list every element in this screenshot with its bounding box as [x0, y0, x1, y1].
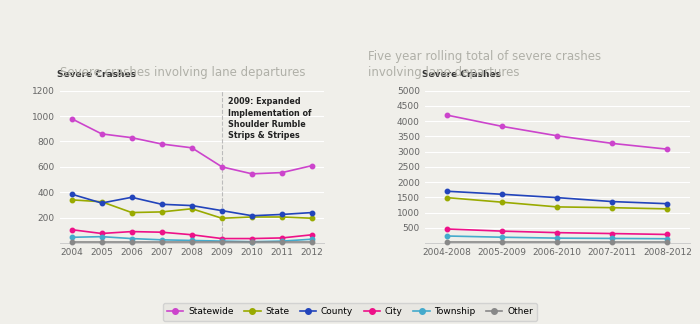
Text: Severe Crashes: Severe Crashes: [422, 70, 501, 78]
Legend: Statewide, State, County, City, Township, Other: Statewide, State, County, City, Township…: [162, 303, 538, 321]
Text: Severe crashes involving lane departures: Severe crashes involving lane departures: [60, 66, 305, 79]
Text: 2009: Expanded
Implementation of
Shoulder Rumble
Strips & Stripes: 2009: Expanded Implementation of Shoulde…: [228, 97, 312, 140]
Text: Severe Crashes: Severe Crashes: [57, 70, 136, 78]
Text: Five year rolling total of severe crashes
involving lane departures: Five year rolling total of severe crashe…: [368, 50, 601, 79]
